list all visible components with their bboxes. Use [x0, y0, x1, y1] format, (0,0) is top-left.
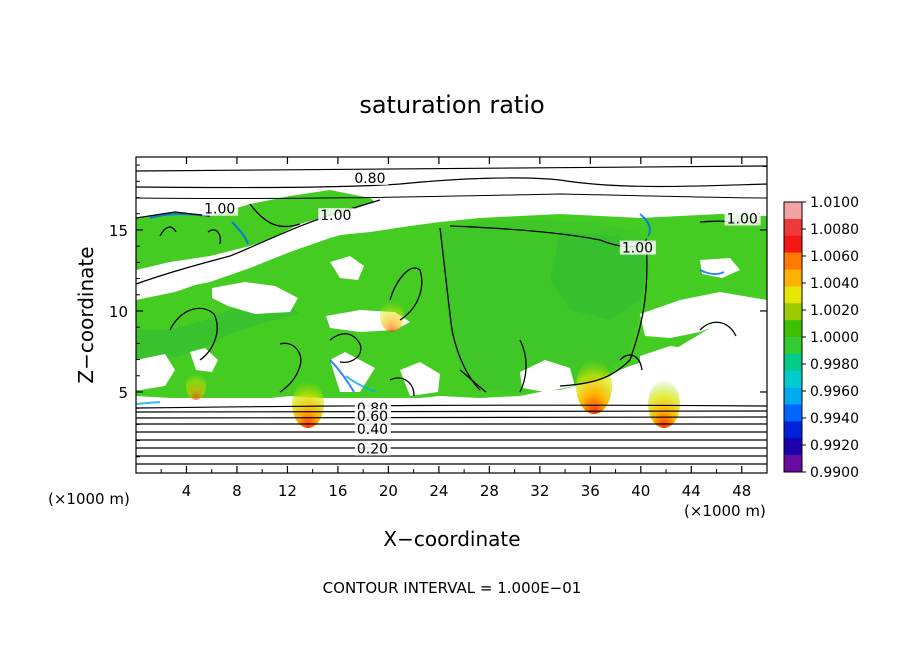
colorbar-swatch: [784, 252, 802, 270]
x-tick-label: 12: [278, 482, 297, 500]
x-tick-label: 16: [328, 482, 347, 500]
x-tick-label: 4: [182, 482, 192, 500]
supersaturation-hotspots: [186, 300, 680, 428]
colorbar: 1.0100 1.0080 1.0060 1.0040 1.0020 1.0000 0.99…: [783, 195, 859, 481]
contour-label: 1.00: [204, 202, 235, 218]
x-tick-label: 32: [530, 482, 549, 500]
colorbar-swatch: [784, 337, 802, 355]
contour-label-bg: [352, 170, 389, 185]
contour-label: 0.20: [357, 442, 388, 458]
colorbar-swatch: [784, 353, 802, 372]
colorbar-label: 1.0080: [810, 222, 859, 238]
x-unit-right: (×1000 m): [684, 502, 766, 520]
contour-label-bg: [724, 211, 761, 226]
x-axis-label: X−coordinate: [383, 527, 520, 551]
contour-labels: 0.801.00 1.00 1.001.000.800.600.400.20: [202, 170, 761, 458]
colorbar-swatch: [784, 269, 802, 287]
contour-label-bg: [354, 441, 391, 456]
contour-lines: [136, 165, 767, 465]
x-tick-label: 24: [429, 482, 448, 500]
contour-label-bg: [354, 422, 391, 437]
contour-label-bg: [318, 208, 355, 223]
y-tick-label: 15: [109, 222, 128, 240]
contour-label: 0.40: [357, 422, 388, 438]
contour-label: 1.00: [622, 241, 653, 257]
colorbar-swatch: [784, 286, 802, 304]
colorbar-swatch: [784, 370, 802, 388]
y-axis-label: Z−coordinate: [74, 246, 98, 383]
colorbar-swatch: [784, 320, 802, 338]
colorbar-swatch: [784, 421, 802, 439]
chart-title: saturation ratio: [359, 91, 544, 119]
y-tick-label: 10: [109, 303, 128, 321]
colorbar-swatch: [784, 303, 802, 321]
colorbar-label: 1.0000: [810, 330, 859, 346]
contour-label: 0.60: [357, 409, 388, 425]
x-tick-label: 20: [379, 482, 398, 500]
contour-label-bg: [202, 201, 239, 216]
x-tick-label: 36: [581, 482, 600, 500]
colorbar-label: 0.9960: [810, 384, 859, 400]
colorbar-label: 0.9900: [810, 465, 859, 481]
contour-label-bg: [619, 240, 656, 255]
colorbar-label: 0.9940: [810, 411, 859, 427]
colorbar-label: 0.9920: [810, 438, 859, 454]
x-tick-label: 48: [732, 482, 751, 500]
plot-area: 0.801.00 1.00 1.001.000.800.600.400.20: [136, 157, 767, 473]
colorbar-swatch: [784, 455, 802, 473]
contour-label: 1.00: [320, 208, 351, 224]
contour-label: 0.80: [354, 171, 385, 187]
contour-label-bg: [354, 409, 391, 424]
x-tick-label: 28: [480, 482, 499, 500]
x-tick-label: 44: [682, 482, 701, 500]
contour-label: 1.00: [727, 211, 758, 227]
colorbar-swatch: [784, 438, 802, 456]
colorbar-label: 1.0060: [810, 249, 859, 265]
x-unit-left: (×1000 m): [48, 490, 130, 508]
y-axis: 5 10 15: [109, 164, 767, 458]
x-tick-label: 8: [232, 482, 242, 500]
colorbar-swatch: [784, 235, 802, 253]
colorbar-swatch: [784, 404, 802, 422]
colorbar-swatch: [784, 202, 802, 220]
x-axis: 4 8 12 16 20 24 28 32 36 40 44 48: [160, 157, 751, 500]
colorbar-swatch: [784, 218, 802, 237]
colorbar-label: 1.0020: [810, 303, 859, 319]
contour-interval-note: CONTOUR INTERVAL = 1.000E−01: [323, 579, 582, 597]
colorbar-label: 1.0100: [810, 195, 859, 211]
colorbar-label: 0.9980: [810, 357, 859, 373]
plot-frame: [135, 156, 768, 474]
y-tick-label: 5: [118, 384, 128, 402]
x-tick-label: 40: [631, 482, 650, 500]
colorbar-label: 1.0040: [810, 276, 859, 292]
colorbar-swatch: [784, 387, 802, 405]
